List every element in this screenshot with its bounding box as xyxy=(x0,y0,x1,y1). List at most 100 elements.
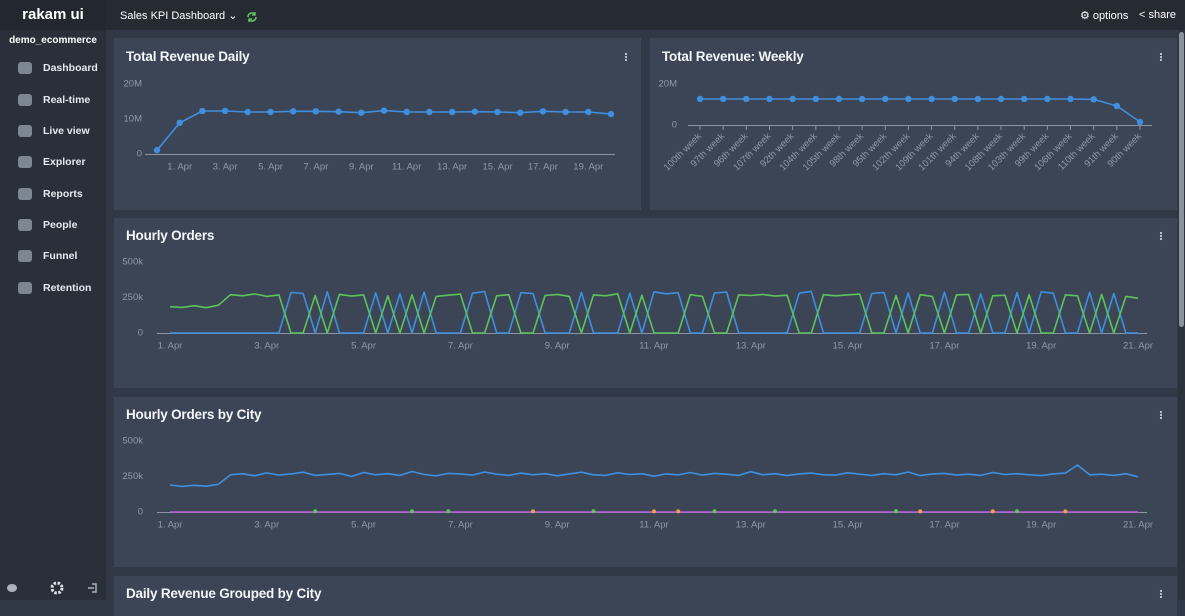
x-tick-label: 17. Apr xyxy=(929,520,959,531)
nav-label: Explorer xyxy=(43,156,86,168)
x-tick-label: 9. Apr xyxy=(545,341,570,352)
data-point xyxy=(539,108,547,115)
series-line xyxy=(169,464,1139,488)
nav-item[interactable]: Live view xyxy=(16,122,90,140)
data-point xyxy=(1136,118,1144,126)
sidebar: rakam ui demo_ecommerce Dashboard Real-ti… xyxy=(0,0,106,600)
y-tick-label: 0 xyxy=(138,507,143,518)
data-point xyxy=(789,95,796,103)
data-point xyxy=(153,146,161,154)
data-point xyxy=(951,95,958,103)
data-point xyxy=(403,108,410,116)
x-tick-label: 5. Apr xyxy=(351,341,376,352)
data-point xyxy=(882,95,889,103)
data-point xyxy=(607,110,615,118)
x-tick-label: 9. Apr xyxy=(545,520,570,531)
x-tick-label: 11. Apr xyxy=(639,341,668,352)
data-point xyxy=(990,509,995,514)
x-tick-label: 13. Apr xyxy=(736,341,766,352)
data-point xyxy=(773,509,777,514)
widget-panel xyxy=(114,218,1177,388)
data-point xyxy=(312,108,320,115)
x-tick-label: 9. Apr xyxy=(349,162,374,173)
x-tick-label: 3. Apr xyxy=(254,341,279,352)
data-point xyxy=(676,509,681,514)
data-point xyxy=(562,108,569,116)
nav-item[interactable]: Real-time xyxy=(16,91,90,109)
dashboard-select[interactable]: Sales KPI Dashboard ⌄ xyxy=(120,10,238,22)
data-point xyxy=(176,119,183,127)
nav-item[interactable]: Explorer xyxy=(16,153,86,171)
nav-item[interactable]: Dashboard xyxy=(16,59,98,77)
share-button[interactable]: < share xyxy=(1139,9,1177,21)
widget-menus[interactable] xyxy=(624,52,1163,599)
scrollbar[interactable] xyxy=(1178,30,1185,600)
data-point xyxy=(652,509,656,514)
nav-icon xyxy=(18,188,32,200)
nav-item[interactable]: People xyxy=(16,216,77,234)
series-line xyxy=(170,290,1138,334)
widget-title: Total Revenue Daily xyxy=(126,49,250,64)
widget-panel xyxy=(114,397,1177,567)
data-point xyxy=(918,509,923,514)
settings-icon[interactable] xyxy=(50,581,64,595)
nav-icon xyxy=(18,125,32,137)
data-point xyxy=(199,107,206,115)
widget-title: Daily Revenue Grouped by City xyxy=(126,586,322,601)
project-name[interactable]: demo_ecommerce xyxy=(9,35,97,46)
y-tick-label: 10M xyxy=(124,114,143,125)
series-line xyxy=(156,109,612,151)
nav-item[interactable]: Retention xyxy=(16,279,91,297)
x-tick-label: 1. Apr xyxy=(158,341,183,352)
options-button[interactable]: ⚙ options xyxy=(1080,10,1129,22)
refresh-icon[interactable] xyxy=(246,11,258,23)
data-point xyxy=(1090,96,1097,103)
top-bar: Sales KPI Dashboard ⌄ ⚙ options < share xyxy=(106,0,1185,30)
data-point xyxy=(696,95,704,103)
x-tick-label: 1. Apr xyxy=(167,162,192,173)
data-point xyxy=(446,509,451,514)
nav-item[interactable]: Reports xyxy=(16,185,83,203)
x-tick-label: 19. Apr xyxy=(1026,341,1056,352)
x-tick-label: 7. Apr xyxy=(448,520,473,531)
data-point xyxy=(1113,102,1121,110)
data-point xyxy=(448,108,456,116)
data-point xyxy=(1063,509,1068,514)
x-tick-label: 3. Apr xyxy=(213,162,238,173)
data-point xyxy=(380,107,388,114)
y-tick-label: 500k xyxy=(122,436,143,447)
nav-item[interactable]: Funnel xyxy=(16,247,77,265)
series-line xyxy=(700,98,1141,123)
brand[interactable]: rakam ui xyxy=(0,0,106,30)
widget-title: Total Revenue: Weekly xyxy=(662,49,804,64)
logout-icon[interactable] xyxy=(88,583,97,593)
nav-icon xyxy=(18,94,32,106)
data-point xyxy=(719,95,727,103)
y-tick-label: 250k xyxy=(122,471,143,482)
nav-label: Live view xyxy=(43,125,90,137)
data-point xyxy=(812,95,819,103)
data-point xyxy=(997,95,1005,103)
y-tick-label: 500k xyxy=(122,257,143,268)
x-tick-label: 13. Apr xyxy=(437,162,467,173)
dashboard-name[interactable]: Sales KPI Dashboard xyxy=(120,10,226,22)
x-tick-label: 13. Apr xyxy=(736,520,766,531)
widget-panel xyxy=(650,38,1177,210)
x-tick-label: 17. Apr xyxy=(929,341,959,352)
nav-label: Funnel xyxy=(43,250,78,262)
data-point xyxy=(410,509,414,514)
scroll-thumb[interactable] xyxy=(1179,32,1184,327)
data-point xyxy=(1044,95,1051,103)
data-point xyxy=(517,109,524,116)
data-point xyxy=(290,108,297,115)
chat-icon[interactable] xyxy=(7,584,17,592)
data-point xyxy=(531,509,535,514)
nav-icon xyxy=(18,156,32,168)
x-tick-label: 5. Apr xyxy=(351,520,376,531)
x-tick-label: 21. Apr xyxy=(1123,341,1153,352)
y-tick-label: 20M xyxy=(124,79,143,90)
y-tick-label: 20M xyxy=(659,79,678,90)
x-tick-label: 15. Apr xyxy=(482,162,512,173)
data-point xyxy=(244,108,251,116)
widget-title: Hourly Orders xyxy=(126,228,215,243)
